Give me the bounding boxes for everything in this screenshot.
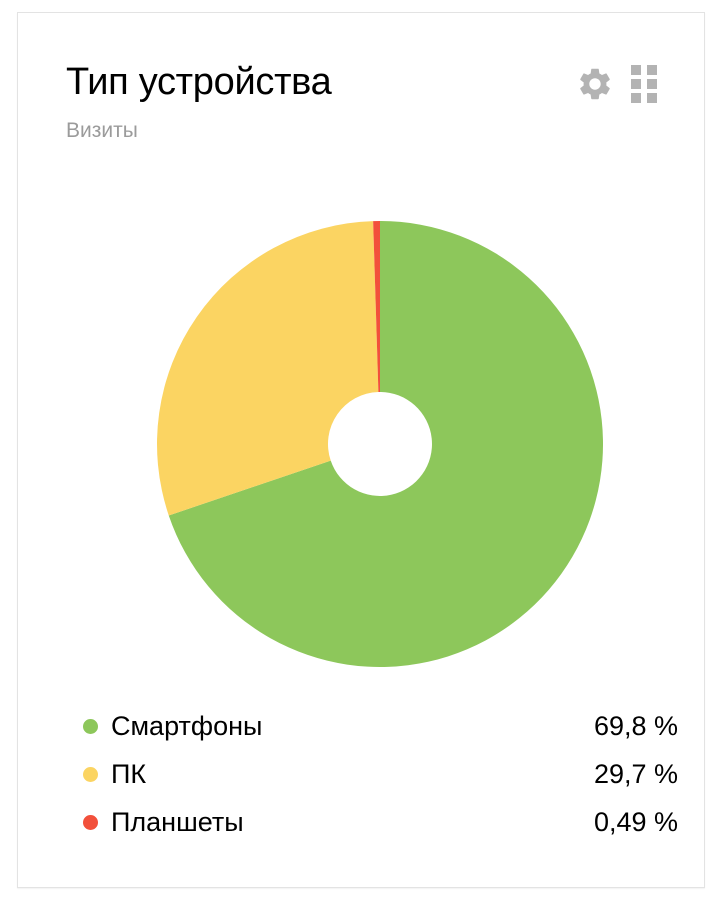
grid-square bbox=[647, 93, 657, 103]
pie-segment-1[interactable] bbox=[157, 221, 379, 516]
grid-square bbox=[631, 93, 641, 103]
chart-legend: Смартфоны 69,8 % ПК 29,7 % Планшеты 0,49… bbox=[83, 711, 678, 858]
grid-square bbox=[631, 65, 641, 75]
metric-label: Визиты bbox=[66, 119, 138, 142]
widget-toolbar bbox=[576, 65, 657, 103]
device-type-widget-card: Тип устройства Визиты bbox=[17, 12, 705, 888]
pie-segment-2[interactable] bbox=[373, 221, 380, 393]
gear-icon bbox=[580, 68, 610, 100]
legend-dot-yellow bbox=[83, 767, 98, 782]
legend-row-tablets[interactable]: Планшеты 0,49 % bbox=[83, 807, 678, 837]
legend-value: 29,7 % bbox=[593, 759, 678, 789]
donut-chart bbox=[157, 221, 603, 667]
legend-row-smartphones[interactable]: Смартфоны 69,8 % bbox=[83, 711, 678, 741]
legend-value: 0,49 % bbox=[593, 807, 678, 837]
legend-label: Планшеты bbox=[111, 807, 244, 837]
legend-dot-green bbox=[83, 719, 98, 734]
settings-button[interactable] bbox=[576, 65, 614, 103]
legend-dot-red bbox=[83, 815, 98, 830]
legend-label: ПК bbox=[111, 759, 147, 789]
legend-label: Смартфоны bbox=[111, 711, 263, 741]
pie-segment-0[interactable] bbox=[168, 221, 603, 667]
grid-square bbox=[631, 79, 641, 89]
widgets-grid-button[interactable] bbox=[631, 65, 657, 103]
grid-square bbox=[647, 79, 657, 89]
widget-title: Тип устройства bbox=[66, 61, 332, 103]
legend-row-pc[interactable]: ПК 29,7 % bbox=[83, 759, 678, 789]
grid-icon bbox=[631, 65, 657, 103]
legend-value: 69,8 % bbox=[593, 711, 678, 741]
grid-square bbox=[647, 65, 657, 75]
